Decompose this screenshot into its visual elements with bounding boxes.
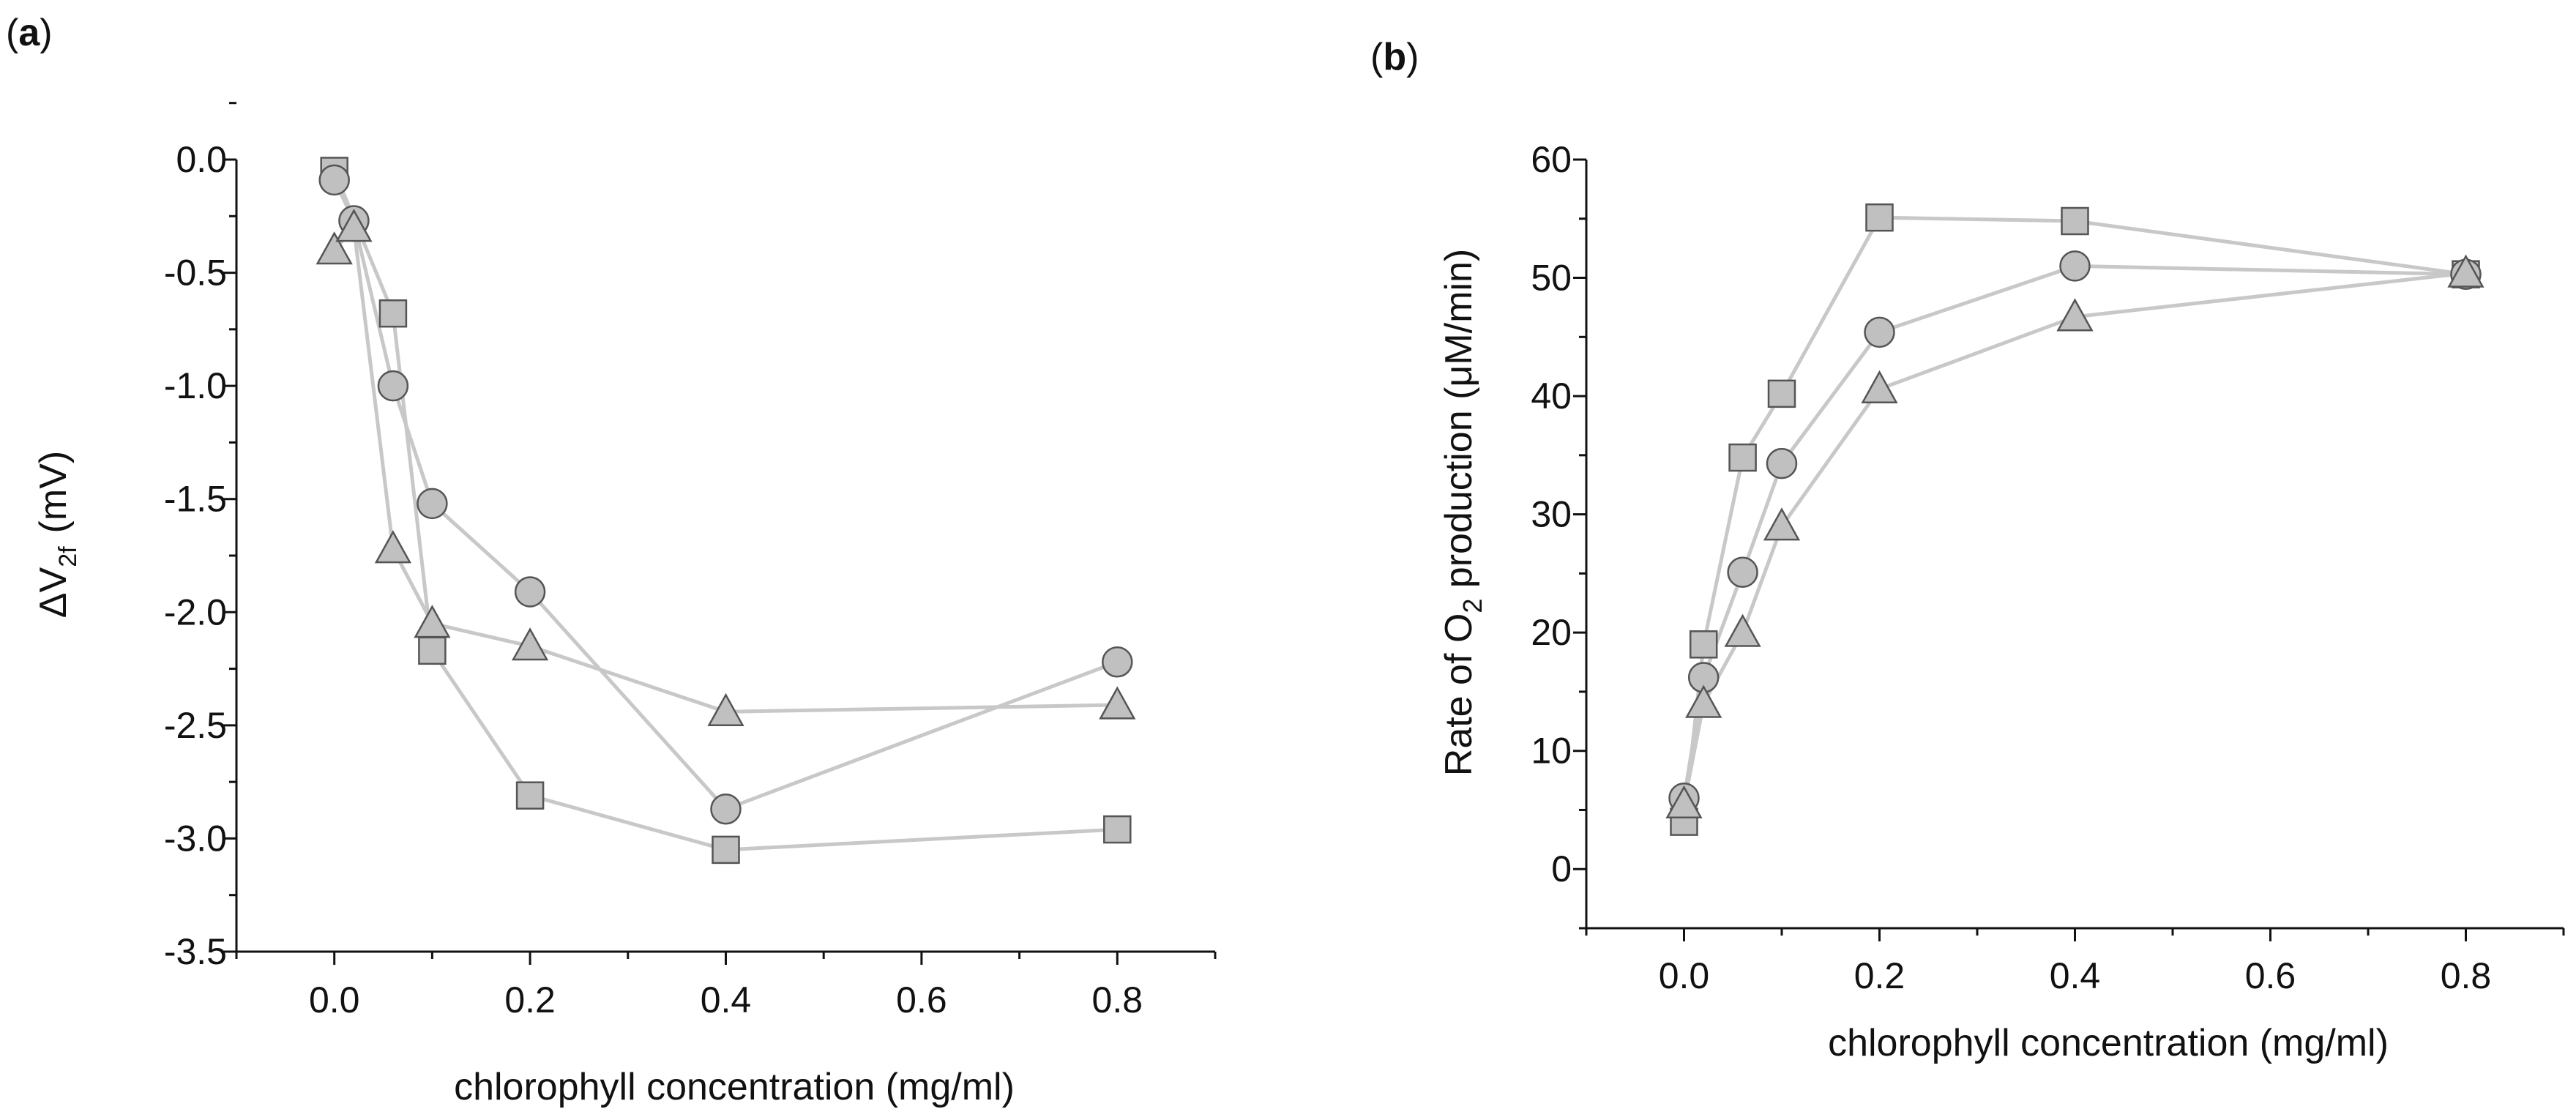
panel-a-y-tick-label: -1.0 [164, 365, 227, 406]
panel-b-triangle-marker [1665, 785, 1703, 819]
panel-a-triangle-marker [335, 209, 373, 242]
panel-b-x-tick-label: 0.6 [2245, 955, 2296, 996]
panel-a-y-axis-title: ΔV2f (mV) [32, 451, 82, 618]
panel-a-x-axis-title: chlorophyll concentration (mg/ml) [454, 1066, 1015, 1108]
panel-a-triangle-marker [511, 627, 549, 661]
panel-b-circle-marker [1766, 447, 1798, 479]
panel-b-y-tick-label: 10 [1531, 731, 1572, 772]
panel-a-y-tick-label: -2.0 [164, 591, 227, 632]
panel-a-y-tick-label: 0.0 [176, 139, 227, 180]
panel-a-circle-marker [1102, 646, 1133, 678]
panel-a-y-tick-label: -0.5 [164, 253, 227, 294]
panel-a-square-marker [378, 299, 408, 328]
panel-a-circle-marker [318, 164, 350, 196]
panel-b-triangle-marker [2447, 254, 2484, 288]
panel-a-triangle-marker [1099, 686, 1136, 720]
panel-a-y-tick-label: -3.5 [164, 931, 227, 972]
panel-a-square-marker [515, 781, 545, 810]
panel-a-triangle-marker [414, 605, 451, 638]
panel-a-circle-marker [377, 370, 409, 402]
panel-b-y-tick-label: 0 [1551, 848, 1572, 889]
panel-a-series-triangle-line [332, 223, 1118, 714]
panel-a-triangle-marker [707, 692, 744, 726]
panel-b-axes: 0 10 20 30 40 50 60 0.0 0.2 0.4 0.6 0.8 [1531, 139, 2565, 996]
panel-a-y-axis-title-main: ΔV [32, 567, 75, 618]
panel-b-x-axis-title: chlorophyll concentration (mg/ml) [1828, 1022, 2389, 1064]
panel-b-circle-marker [1864, 316, 1895, 348]
panel-b-triangle-marker [2056, 298, 2094, 332]
panel-a-x-tick-label: 0.8 [1092, 979, 1143, 1020]
panel-b-triangle-marker [1724, 613, 1761, 647]
panel-a-series-square-line [332, 170, 1118, 852]
panel-b-series-circle-line [1682, 264, 2466, 799]
panel-a-square-marker [1103, 815, 1132, 844]
panel-a-y-axis-title-unit: (mV) [32, 451, 75, 534]
panel-b-y-axis-title: Rate of O2 production (μM/min) [1438, 249, 1487, 776]
panel-b-circle-marker [1727, 556, 1758, 589]
panel-a-label: (a) [6, 12, 53, 54]
panel-a-triangle-marker [316, 231, 353, 265]
chart-panel-a: 0.0 -0.5 -1.0 -1.5 -2.0 -2.5 -3.0 -3.5 0.0 0.2 0.4… [32, 102, 1217, 1108]
panel-b-letter: b [1383, 36, 1406, 78]
panel-b-square-marker [2061, 206, 2089, 236]
panel-b-x-tick-label: 0.8 [2441, 955, 2492, 996]
panel-a-y-tick-label: -1.5 [164, 479, 227, 520]
panel-b-square-marker [1767, 379, 1796, 408]
panel-b-y-tick-label: 20 [1531, 612, 1572, 653]
panel-a-x-tick-label: 0.0 [309, 979, 360, 1020]
panel-a-circle-marker [417, 488, 448, 520]
panel-b-y-tick-label: 50 [1531, 258, 1572, 299]
panel-b-square-marker [1865, 203, 1894, 232]
panel-b-y-axis-title-rest: production (μM/min) [1438, 249, 1480, 599]
chart-panel-b: 0 10 20 30 40 50 60 0.0 0.2 0.4 0.6 0.8 chlorophyll… [1438, 139, 2565, 1064]
panel-b-x-tick-label: 0.4 [2050, 955, 2101, 996]
panel-b-series-triangle-line [1682, 271, 2466, 804]
panel-a-x-tick-label: 0.6 [896, 979, 947, 1020]
panel-b-square-marker [1689, 630, 1718, 659]
panel-a-x-tick-label: 0.4 [701, 979, 752, 1020]
panel-b-x-tick-label: 0.0 [1659, 955, 1710, 996]
panel-a-circle-marker [514, 576, 546, 608]
panel-b-y-axis-title-sub: 2 [1457, 599, 1487, 613]
panel-b-triangle-marker [1763, 507, 1801, 541]
panel-b-y-tick-label: 30 [1531, 494, 1572, 535]
panel-a-letter: a [18, 12, 40, 54]
panel-b-triangle-marker [1861, 370, 1898, 404]
panel-a-triangle-marker [374, 530, 412, 564]
panel-a-y-axis-title-sub: 2f [54, 546, 82, 567]
panel-a-square-marker [712, 835, 740, 865]
panel-a-y-tick-label: -2.5 [164, 705, 227, 746]
panel-a-circle-marker [710, 793, 742, 825]
panel-b-label: (b) [1370, 36, 1419, 78]
panel-a-square-marker [418, 636, 447, 665]
panel-b-triangle-marker [1685, 684, 1722, 718]
panel-b-x-tick-label: 0.2 [1854, 955, 1905, 996]
panel-b-y-axis-title-main: Rate of O [1438, 613, 1480, 777]
panel-a-markers [316, 157, 1136, 865]
panel-b-markers [1665, 203, 2484, 836]
panel-b-y-tick-label: 60 [1531, 139, 1572, 180]
panel-a-y-tick-label: -3.0 [164, 818, 227, 859]
panel-b-square-marker [1728, 443, 1757, 472]
panel-a-series-lines [332, 170, 1119, 852]
panel-a-x-tick-label: 0.2 [504, 979, 556, 1020]
panel-b-circle-marker [2059, 250, 2091, 282]
panel-a-axes: 0.0 -0.5 -1.0 -1.5 -2.0 -2.5 -3.0 -3.5 0.0 0.2 0.4… [164, 102, 1217, 1020]
panel-b-y-tick-label: 40 [1531, 376, 1572, 417]
